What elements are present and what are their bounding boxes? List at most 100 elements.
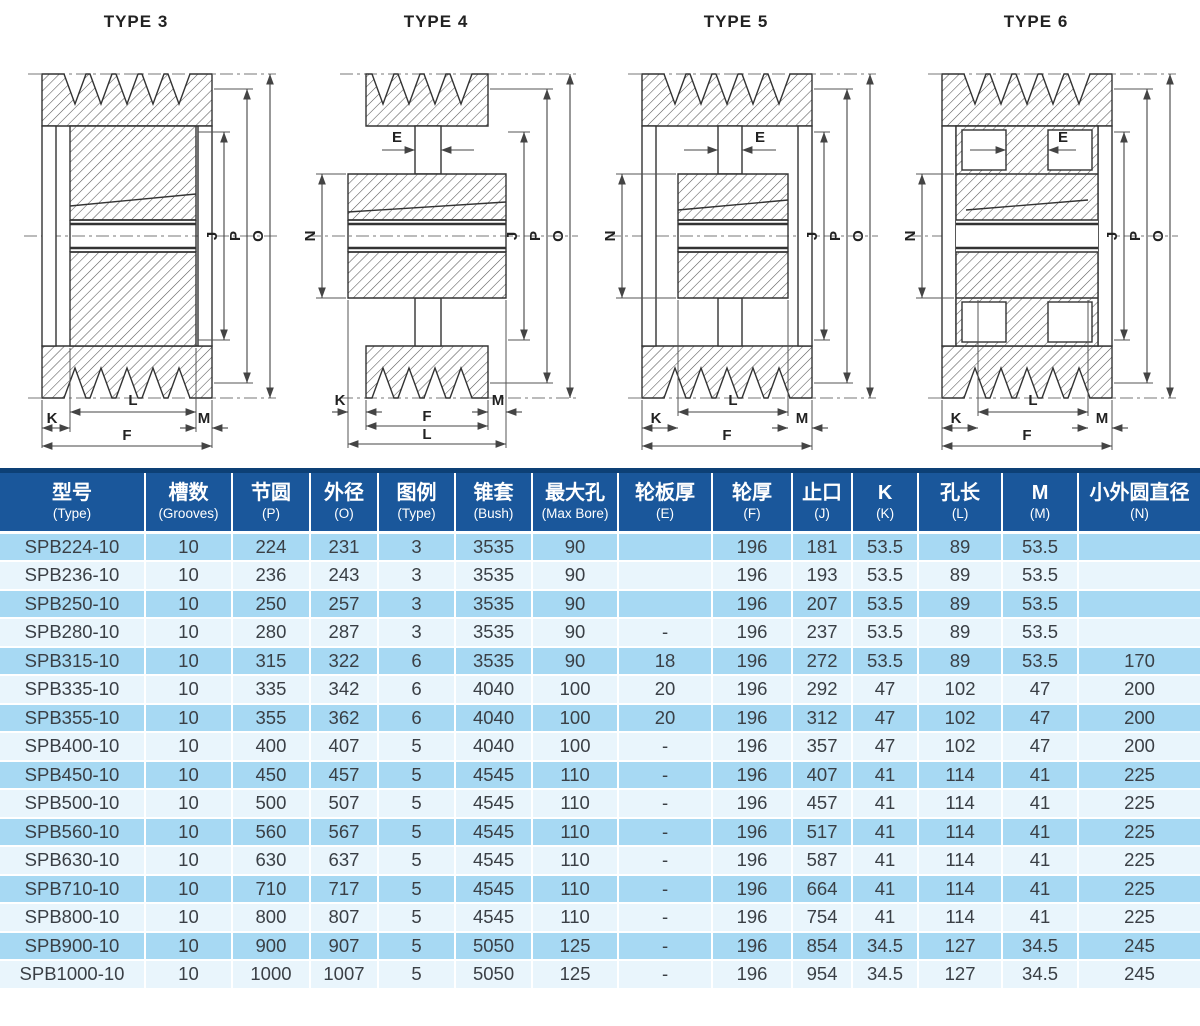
table-cell: -	[618, 846, 714, 876]
table-cell: 3	[377, 618, 457, 648]
table-cell: 47	[1002, 675, 1080, 705]
table-cell: -	[618, 817, 714, 847]
table-cell: 407	[309, 732, 379, 762]
table-cell: 4545	[455, 817, 534, 847]
table-cell: -	[618, 903, 714, 933]
table-cell: 5	[377, 960, 457, 990]
table-cell: 53.5	[852, 589, 920, 619]
table-cell: 907	[309, 931, 379, 961]
table-cell: 4040	[455, 675, 534, 705]
dim-label-n: N	[902, 231, 919, 242]
table-cell: 362	[309, 703, 379, 733]
table-row: SPB315-10 10 315 322 6 3535 90 18 196 272 53.5 89 53…	[0, 646, 1200, 676]
table-cell: 47	[1002, 732, 1080, 762]
table-cell: 900	[231, 931, 311, 961]
dim-label-o: O	[550, 230, 567, 242]
table-cell: 196	[712, 732, 794, 762]
table-cell: 560	[231, 817, 311, 847]
table-cell: 5	[377, 846, 457, 876]
table-cell: 457	[309, 760, 379, 790]
dim-label-p: P	[527, 231, 544, 241]
table-cell: 41	[852, 846, 920, 876]
table-cell: 292	[792, 675, 854, 705]
table-cell: 196	[712, 589, 794, 619]
table-cell: 4545	[455, 760, 534, 790]
table-cell: 102	[918, 703, 1004, 733]
table-cell: 47	[852, 703, 920, 733]
dim-label-f: F	[122, 427, 131, 444]
table-cell: 90	[532, 589, 620, 619]
column-header: 外径 (O)	[309, 468, 379, 534]
column-header: 小外圆直径 (N)	[1078, 468, 1200, 534]
table-cell: SPB900-10	[0, 931, 146, 961]
table-cell: 196	[712, 675, 794, 705]
dim-label-f: F	[422, 408, 431, 425]
table-cell: 196	[712, 903, 794, 933]
table-cell: 114	[918, 846, 1004, 876]
table-cell: 322	[309, 646, 379, 676]
table-cell: -	[618, 760, 714, 790]
table-cell: 196	[712, 760, 794, 790]
table-cell: 170	[1078, 646, 1200, 676]
table-cell: 100	[532, 703, 620, 733]
table-cell: 3535	[455, 532, 534, 562]
table-cell: 225	[1078, 760, 1200, 790]
table-cell	[618, 532, 714, 562]
diagram-type4: TYPE 4 E N J P O	[300, 12, 600, 454]
column-header-zh: 轮板厚	[635, 481, 696, 504]
table-cell: 20	[618, 703, 714, 733]
table-cell: 245	[1078, 960, 1200, 990]
table-cell: 245	[1078, 931, 1200, 961]
table-cell: 89	[918, 589, 1004, 619]
table-cell: SPB500-10	[0, 789, 146, 819]
table-cell: 53.5	[1002, 589, 1080, 619]
column-header: 轮板厚 (E)	[618, 468, 714, 534]
table-cell: 89	[918, 532, 1004, 562]
diagram-type3: TYPE 3 J P O L	[0, 12, 300, 454]
dim-label-l: L	[1028, 392, 1037, 409]
table-cell: 114	[918, 817, 1004, 847]
column-header-zh: 孔长	[940, 481, 981, 504]
column-header-zh: M	[1031, 481, 1049, 504]
table-row: SPB280-10 10 280 287 3 3535 90-196 237 53.5 89 53.…	[0, 618, 1200, 648]
table-cell: 53.5	[852, 532, 920, 562]
table-cell: 47	[852, 732, 920, 762]
table-cell: 196	[712, 532, 794, 562]
table-cell: 3	[377, 561, 457, 591]
table-cell: 41	[1002, 846, 1080, 876]
table-cell: 200	[1078, 703, 1200, 733]
column-header-en: (Grooves)	[158, 505, 219, 521]
table-cell	[618, 561, 714, 591]
table-cell: 110	[532, 760, 620, 790]
table-cell: 5	[377, 931, 457, 961]
table-cell: 1007	[309, 960, 379, 990]
table-cell: 854	[792, 931, 854, 961]
table-cell: 34.5	[852, 931, 920, 961]
column-header-zh: K	[877, 481, 893, 504]
table-cell: 237	[792, 618, 854, 648]
table-cell: SPB236-10	[0, 561, 146, 591]
table-cell: 196	[712, 846, 794, 876]
diagram-title: TYPE 4	[403, 12, 469, 31]
table-cell: 5	[377, 817, 457, 847]
table-cell: 110	[532, 817, 620, 847]
table-cell	[1078, 589, 1200, 619]
table-cell: 3535	[455, 646, 534, 676]
table-cell: 6	[377, 703, 457, 733]
table-cell: 5050	[455, 960, 534, 990]
table-cell: 500	[231, 789, 311, 819]
table-row: SPB236-10 10 236 243 3 3535 90 196 193 53.5 89 53.5	[0, 561, 1200, 591]
table-cell: 34.5	[852, 960, 920, 990]
column-header-zh: 止口	[802, 481, 843, 504]
table-cell: SPB355-10	[0, 703, 146, 733]
column-header: 节圆 (P)	[231, 468, 311, 534]
table-cell: 47	[852, 675, 920, 705]
table-row: SPB450-10 10 450 457 5 4545 110-196 407 41 114 41 2…	[0, 760, 1200, 790]
table-cell: 335	[231, 675, 311, 705]
table-cell: 41	[852, 760, 920, 790]
dim-label-e: E	[755, 129, 765, 146]
table-cell: 100	[532, 675, 620, 705]
spec-table: 型号 (Type) 槽数 (Grooves) 节圆 (P) 外径 (O) 图例 (Type) 锥套(…	[0, 468, 1200, 990]
type3-pulley-drawing: J P O L K M F	[24, 73, 278, 450]
table-cell: 53.5	[852, 646, 920, 676]
